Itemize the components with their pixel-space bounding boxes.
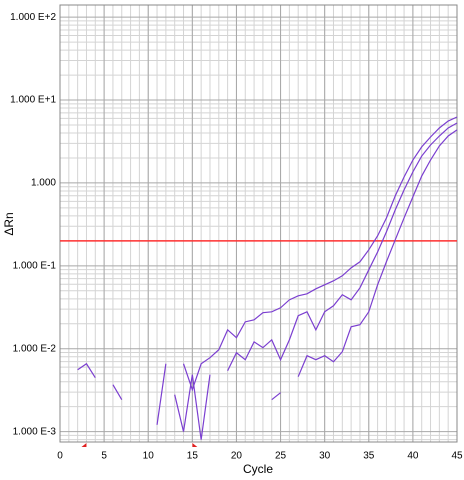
x-tick-label: 30 — [319, 451, 331, 462]
x-tick-label: 25 — [275, 451, 287, 462]
x-tick-label: 5 — [101, 451, 107, 462]
y-tick-label: 1.000 E-2 — [13, 343, 57, 354]
x-tick-label: 0 — [57, 451, 63, 462]
y-tick-label: 1.000 — [31, 178, 56, 189]
x-tick-label: 45 — [451, 451, 463, 462]
baseline-marker — [81, 443, 87, 447]
y-axis-label: ΔRn — [2, 212, 16, 235]
amplification-curve — [227, 122, 458, 371]
x-tick-label: 40 — [407, 451, 419, 462]
y-tick-label: 1.000 E+2 — [10, 12, 56, 23]
y-tick-label: 1.000 E-3 — [13, 426, 57, 437]
x-tick-label: 35 — [363, 451, 375, 462]
x-tick-label: 15 — [187, 451, 199, 462]
amplification-curve — [77, 116, 458, 425]
x-tick-label: 10 — [143, 451, 155, 462]
x-tick-label: 20 — [231, 451, 243, 462]
y-tick-label: 1.000 E+1 — [10, 95, 56, 106]
plot-frame — [59, 4, 458, 443]
x-axis-label: Cycle — [243, 462, 273, 476]
y-tick-label: 1.000 E-1 — [13, 260, 57, 271]
baseline-marker — [192, 443, 198, 447]
amplification-curve — [174, 129, 458, 440]
